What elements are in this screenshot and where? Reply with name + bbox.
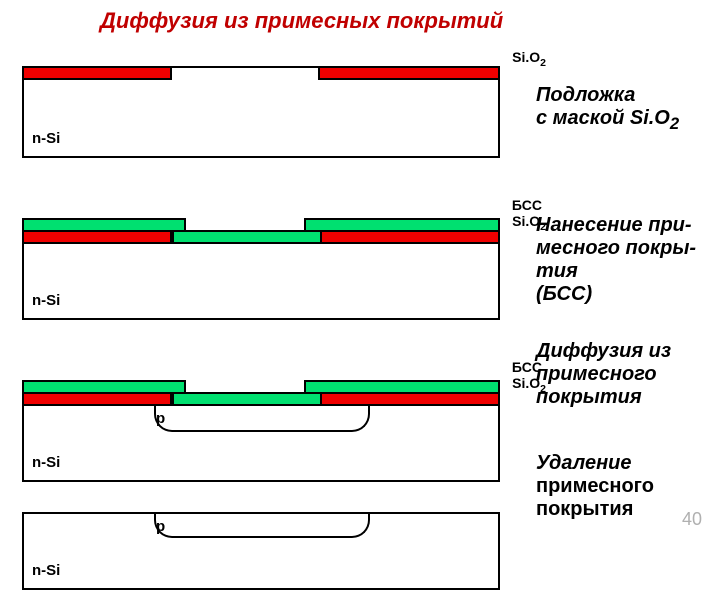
stage-2: n-SiБССSi.O2: [22, 230, 500, 320]
stage-caption-3: Диффузия изпримесногопокрытия: [536, 340, 671, 409]
stage-1: n-SiSi.O2: [22, 66, 500, 158]
p-label: p: [156, 410, 165, 427]
sio2-mask-left: [22, 66, 172, 80]
stage-3: pn-SiБССSi.O2: [22, 392, 500, 482]
bsc-label: БСС: [512, 198, 542, 213]
stage-caption-4: Удалениепримесногопокрытия: [536, 452, 654, 521]
p-diffusion-well: [154, 406, 370, 432]
stage-caption-1: Подложкас маской Si.O2: [536, 84, 679, 133]
p-label: p: [156, 518, 165, 535]
substrate-label: n-Si: [32, 454, 60, 471]
stage-4: p n-Si: [22, 512, 500, 590]
substrate-label: n-Si: [32, 130, 60, 147]
sio2-mask-right: [318, 392, 500, 406]
substrate-label: n-Si: [32, 562, 60, 579]
bsc-coating-window: [172, 230, 322, 244]
stage-caption-2: Нанесение при-месного покры-тия(БСС): [536, 214, 720, 306]
page-number: 40: [682, 509, 702, 530]
sio2-label: Si.O2: [512, 50, 546, 69]
page-title: Диффузия из примесных покрытий: [100, 8, 503, 34]
p-diffusion-well: [154, 512, 370, 538]
sio2-mask-left: [22, 392, 172, 406]
bsc-coating-right: [304, 218, 500, 232]
sio2-mask-right: [318, 66, 500, 80]
sio2-mask-right: [318, 230, 500, 244]
substrate-label: n-Si: [32, 292, 60, 309]
bsc-coating-left: [22, 380, 186, 394]
bsc-coating-window: [172, 392, 322, 406]
bsc-coating-left: [22, 218, 186, 232]
sio2-mask-left: [22, 230, 172, 244]
bsc-coating-right: [304, 380, 500, 394]
